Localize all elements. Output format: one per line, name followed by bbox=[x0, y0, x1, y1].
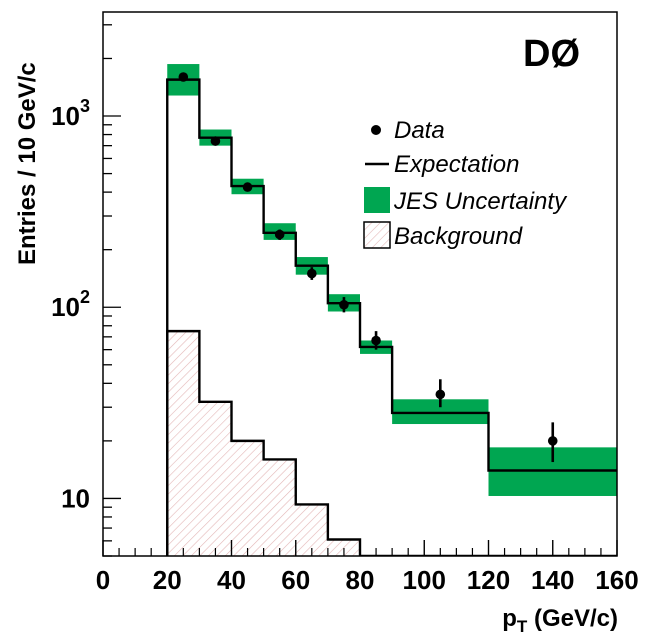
plot-area bbox=[166, 64, 617, 556]
y-axis-title: Entries / 10 GeV/c bbox=[14, 62, 41, 265]
experiment-label: DØ bbox=[523, 33, 580, 75]
background-fill bbox=[167, 331, 617, 556]
x-axis-title-symbol: p bbox=[502, 605, 517, 632]
legend-label-jes: JES Uncertainty bbox=[393, 188, 568, 215]
x-tick-label-4: 80 bbox=[346, 565, 375, 595]
x-tick-label-7: 140 bbox=[531, 565, 574, 595]
data-point-1 bbox=[210, 136, 221, 146]
background-outline bbox=[166, 329, 617, 556]
data-point-5 bbox=[339, 299, 349, 310]
data-point-4 bbox=[307, 268, 317, 279]
x-tick-label-8: 160 bbox=[595, 565, 638, 595]
x-axis-title-subscript: T bbox=[517, 617, 528, 636]
legend: Data Expectation JES Uncertainty Backgro… bbox=[363, 117, 568, 250]
legend-jes-marker bbox=[364, 187, 390, 213]
x-axis-ticks: 0 20 40 60 80 100 120 140 160 bbox=[96, 540, 639, 595]
y-tick-label-2: 10 bbox=[61, 483, 90, 513]
expectation-line bbox=[166, 78, 617, 556]
x-axis-title-unit: (GeV/c) bbox=[527, 605, 618, 632]
data-point-0 bbox=[178, 72, 189, 82]
y-axis-ticks: 103 102 10 bbox=[51, 24, 121, 557]
x-tick-label-2: 40 bbox=[217, 565, 246, 595]
expectation-histogram bbox=[166, 78, 617, 556]
data-points bbox=[178, 72, 558, 463]
legend-label-background: Background bbox=[394, 223, 523, 250]
data-point-7 bbox=[435, 389, 446, 400]
data-point-8 bbox=[547, 436, 558, 446]
x-tick-label-1: 20 bbox=[153, 565, 182, 595]
background-histogram bbox=[166, 329, 617, 556]
data-point-6 bbox=[371, 335, 381, 346]
x-axis-title: pT (GeV/c) bbox=[502, 605, 618, 636]
x-tick-label-6: 120 bbox=[467, 565, 510, 595]
y-tick-label-1: 102 bbox=[51, 287, 90, 322]
x-tick-label-5: 100 bbox=[403, 565, 446, 595]
legend-label-expectation: Expectation bbox=[394, 151, 519, 178]
legend-background-marker bbox=[363, 221, 391, 249]
x-tick-label-0: 0 bbox=[96, 565, 110, 595]
data-point-3 bbox=[274, 229, 285, 240]
legend-data-marker bbox=[371, 125, 381, 135]
legend-label-data: Data bbox=[394, 117, 445, 144]
data-point-2 bbox=[242, 182, 253, 192]
y-tick-label-0: 103 bbox=[51, 96, 90, 131]
x-tick-label-3: 60 bbox=[281, 565, 310, 595]
